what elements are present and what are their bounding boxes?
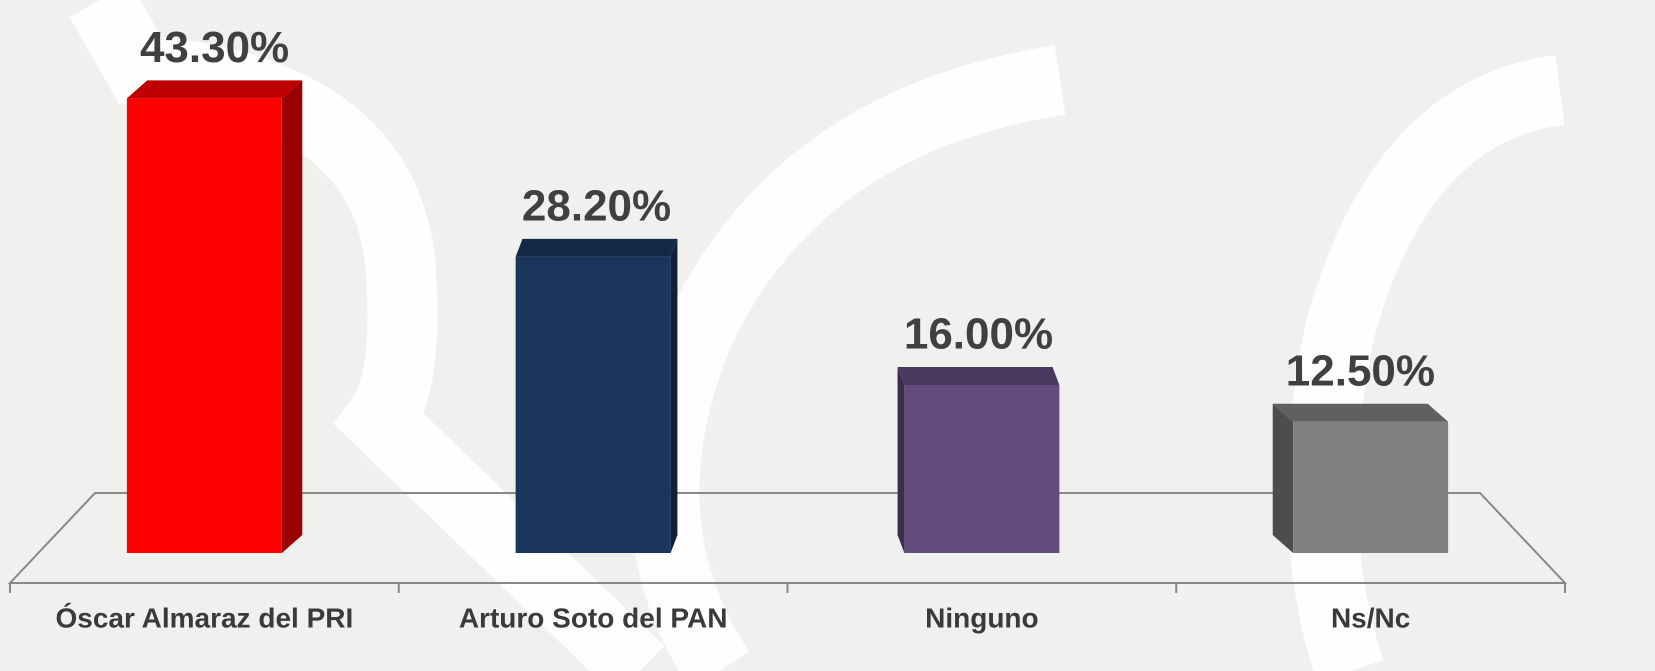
bar-top xyxy=(515,238,678,257)
x-tick-label: Arturo Soto del PAN xyxy=(459,602,728,633)
bar-side xyxy=(281,80,303,553)
bar-side xyxy=(1272,403,1294,553)
bar xyxy=(904,385,1060,553)
value-label: 28.20% xyxy=(522,182,671,231)
bar-top xyxy=(897,367,1060,385)
bar-top xyxy=(126,80,303,99)
bar xyxy=(1293,421,1449,553)
value-label: 16.00% xyxy=(904,310,1053,359)
bar-top xyxy=(1272,403,1449,422)
x-tick-label: Ninguno xyxy=(925,602,1039,633)
x-tick-label: Óscar Almaraz del PRI xyxy=(55,602,353,633)
bar xyxy=(126,98,282,553)
bar-side xyxy=(897,367,905,553)
bar-side xyxy=(670,238,678,553)
value-label: 43.30% xyxy=(140,23,289,72)
x-tick-label: Ns/Nc xyxy=(1331,602,1410,633)
value-label: 12.50% xyxy=(1286,346,1435,395)
bar xyxy=(515,256,671,553)
